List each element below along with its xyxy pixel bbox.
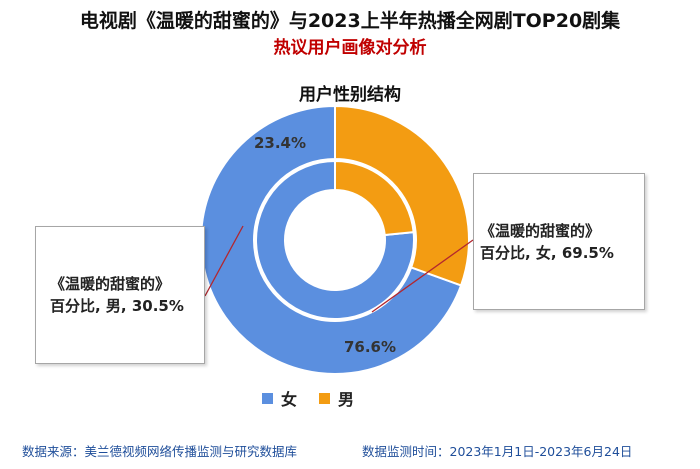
chart-title: 用户性别结构 [299, 85, 401, 105]
data-source-note: 数据来源：美兰德视频网络传播监测与研究数据库 [22, 444, 298, 459]
data-label-male: 23.4% [254, 134, 306, 152]
data-period-note: 数据监测时间：2023年1月1日-2023年6月24日 [362, 444, 633, 459]
slice-inner-male [334, 159, 415, 237]
slice-inner-female [255, 159, 415, 320]
legend-item-male: 男 [319, 386, 354, 410]
legend-swatch-female [262, 392, 273, 404]
page-title: 电视剧《温暖的甜蜜的》与2023上半年热播全网剧TOP20剧集 [79, 10, 621, 32]
legend-item-female: 女 [262, 386, 297, 410]
legend-label-male: 男 [338, 390, 355, 409]
page-subtitle: 热议用户画像对分析 [273, 38, 427, 58]
leader-line-female [371, 239, 474, 313]
legend: 女 男 [262, 386, 376, 410]
callout-male-value: 百分比, 男, 30.5% [50, 297, 184, 315]
callout-female: 《温暖的甜蜜的》 百分比, 女, 69.5% [473, 173, 645, 310]
slice-outer-female [200, 104, 463, 375]
callout-male: 《温暖的甜蜜的》 百分比, 男, 30.5% [35, 226, 205, 364]
legend-swatch-male [319, 392, 331, 404]
slice-outer-male [334, 104, 470, 287]
data-label-female: 76.6% [344, 338, 396, 356]
callout-male-series: 《温暖的甜蜜的》 [50, 275, 171, 293]
leader-line-male [204, 225, 244, 297]
legend-label-female: 女 [281, 390, 298, 409]
callout-female-series: 《温暖的甜蜜的》 [480, 221, 601, 240]
callout-female-value: 百分比, 女, 69.5% [480, 243, 614, 262]
